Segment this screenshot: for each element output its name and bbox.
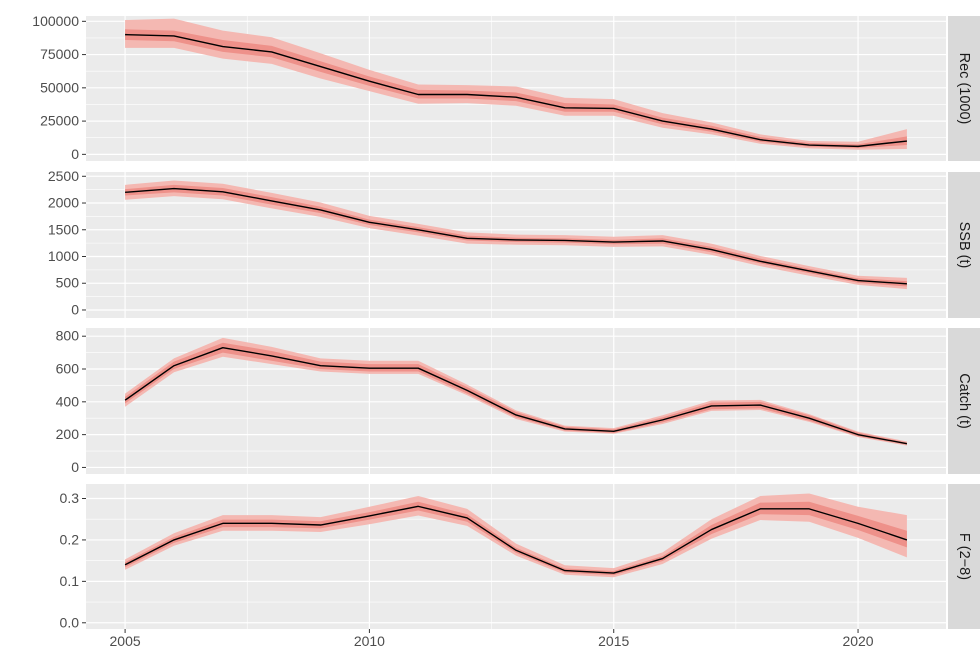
y-tick-label: 0.0 [60, 614, 80, 630]
panel-1: 0 25000 50000 75000 100000 Rec (1000) [32, 13, 980, 162]
facet-strip-label: SSB (t) [956, 222, 972, 269]
facet-strip-background [948, 16, 980, 161]
facet-strip-background [948, 484, 980, 629]
panel-2: 0 500 1000 1500 2000 2500 SSB (t) [48, 168, 980, 318]
y-tick-label: 0.1 [60, 573, 80, 589]
y-tick-label: 2500 [48, 168, 79, 184]
facet-strip-background [948, 172, 980, 318]
y-tick-label: 2000 [48, 195, 79, 211]
x-tick-label: 2010 [354, 633, 385, 649]
facet-strip: SSB (t) [948, 172, 980, 318]
x-tick-label: 2020 [842, 633, 873, 649]
inner-uncertainty-band [125, 501, 907, 576]
inner-uncertainty-band [125, 342, 907, 445]
x-tick-label: 2005 [110, 633, 141, 649]
y-tick-label: 75000 [40, 46, 79, 62]
x-tick-label: 2015 [598, 633, 629, 649]
median-series-line [124, 505, 908, 574]
y-tick-label: 0 [71, 146, 79, 162]
y-tick-label: 0 [71, 301, 79, 317]
facet-strip: Catch (t) [948, 328, 980, 474]
y-tick-label: 100000 [32, 13, 79, 29]
y-tick-label: 0.2 [60, 531, 80, 547]
facet-strip-background [948, 328, 980, 474]
y-tick-label: 25000 [40, 113, 79, 129]
y-tick-label: 200 [56, 426, 80, 442]
y-tick-label: 400 [56, 393, 80, 409]
y-tick-label: 0.3 [60, 490, 80, 506]
y-tick-label: 500 [56, 275, 80, 291]
panel-3: 0 200 400 600 800 Catch (t) [56, 328, 980, 475]
inner-uncertainty-band [125, 29, 907, 148]
y-tick-label: 600 [56, 361, 80, 377]
facet-strip: Rec (1000) [948, 16, 980, 161]
panel-4: 0.0 0.1 0.2 0.3 F (2−8) [60, 484, 980, 630]
outer-uncertainty-band [125, 18, 907, 150]
facet-strip-label: Catch (t) [956, 373, 972, 429]
facet-strip: F (2−8) [948, 484, 980, 629]
y-tick-label: 800 [56, 328, 80, 344]
facet-strip-label: Rec (1000) [956, 53, 972, 125]
median-series-line [124, 346, 908, 445]
y-tick-label: 0 [71, 459, 79, 475]
facet-strip-label: F (2−8) [956, 533, 972, 580]
median-series-line [125, 33, 907, 148]
outer-uncertainty-band [125, 493, 907, 578]
y-tick-label: 1000 [48, 248, 79, 264]
y-tick-label: 50000 [40, 79, 79, 95]
median-series-line [125, 187, 907, 285]
y-tick-label: 1500 [48, 221, 79, 237]
